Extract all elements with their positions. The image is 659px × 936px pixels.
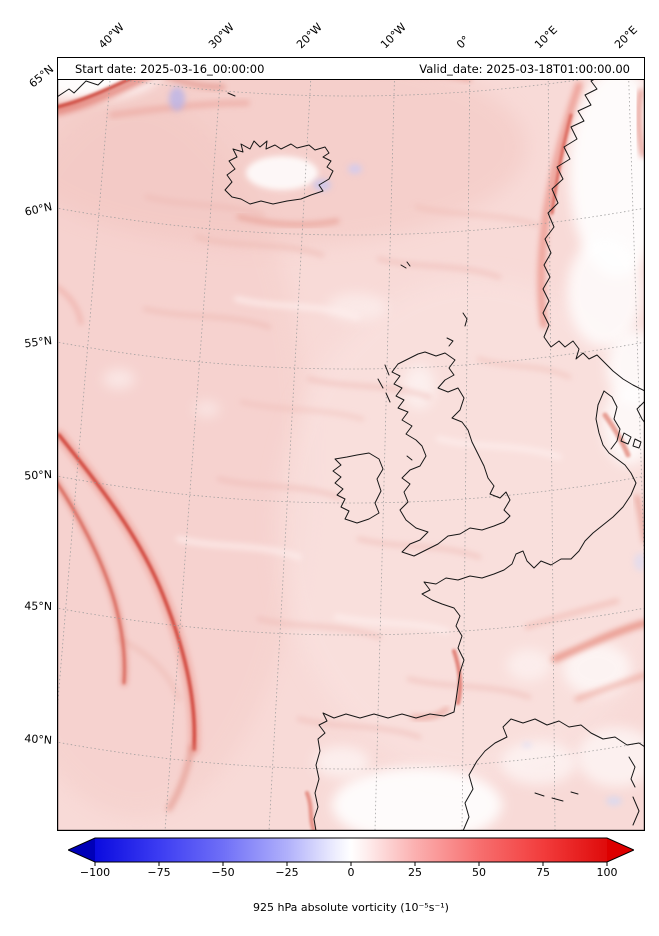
lon-label-20w: 20°W [294,20,325,52]
lat-label-55n: 55°N [23,334,53,351]
colorbar-left-arrow [68,838,95,862]
colorbar-tick-n25: −25 [275,866,299,879]
lon-label-10e: 10°E [532,23,560,52]
lat-label-60n: 60°N [23,200,54,219]
graticule [57,57,645,831]
lat-label-40n: 40°N [23,732,53,747]
colorbar-tickmarks [94,862,608,866]
colorbar-tick-25: 25 [408,866,422,879]
lat-label-65n: 65°N [26,62,57,91]
colorbar-gradient [95,838,607,862]
colorbar-right-arrow [607,838,634,862]
start-date-label: Start date: 2025-03-16_00:00:00 [75,61,265,76]
valid-date-label: Valid_date: 2025-03-18T01:00:00.00 [419,61,630,76]
vorticity-field [57,57,645,831]
lat-label-45n: 45°N [24,599,53,613]
colorbar-tick-75: 75 [536,866,550,879]
colorbar-tick-n50: −50 [211,866,235,879]
lat-label-50n: 50°N [23,468,53,483]
colorbar-tick-50: 50 [472,866,486,879]
colorbar-tick-100: 100 [596,866,618,879]
map-canvas [57,57,645,831]
lon-label-40w: 40°W [96,20,127,52]
lon-label-30w: 30°W [206,20,237,52]
colorbar-label: 925 hPa absolute vorticity (10⁻⁵s⁻¹) [253,901,449,914]
colorbar-tick-n75: −75 [147,866,171,879]
lon-label-10w: 10°W [378,20,409,52]
coastlines [57,57,645,831]
lon-label-20e: 20°E [612,23,640,52]
colorbar-tick-n100: −100 [79,866,111,879]
colorbar [68,837,634,866]
title-strip: Start date: 2025-03-16_00:00:00 Valid_da… [57,57,645,80]
lon-label-0: 0° [454,33,473,52]
colorbar-tick-0: 0 [347,866,355,879]
map-panel: Start date: 2025-03-16_00:00:00 Valid_da… [57,57,645,831]
